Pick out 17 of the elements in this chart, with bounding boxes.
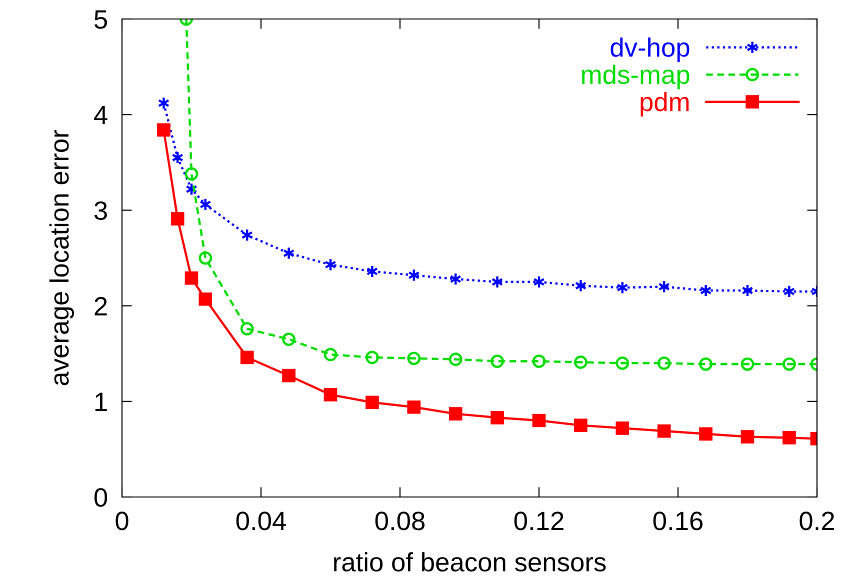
y-tick-label: 3: [94, 201, 107, 220]
y-tick-label: 2: [94, 296, 107, 316]
x-tick-label: 0.16: [653, 512, 703, 530]
x-tick-label: 0.08: [375, 512, 425, 530]
x-tick-label: 0.12: [514, 512, 564, 530]
y-axis-title: average location error: [49, 130, 74, 386]
y-tick-label: 5: [94, 10, 108, 29]
y-tick-label: 0: [94, 488, 108, 507]
x-tick-label: 0: [116, 512, 128, 530]
y-tick-label: 1: [95, 392, 107, 411]
legend-label: mds-map: [582, 64, 690, 90]
legend-label: pdm: [640, 92, 689, 117]
legend-label: dv-hop: [610, 37, 690, 62]
x-axis-title: ratio of beacon sensors: [334, 552, 606, 572]
x-tick-label: 0.04: [236, 512, 286, 530]
y-tick-label: 4: [94, 106, 108, 124]
x-tick-label: 0.2: [800, 512, 834, 530]
